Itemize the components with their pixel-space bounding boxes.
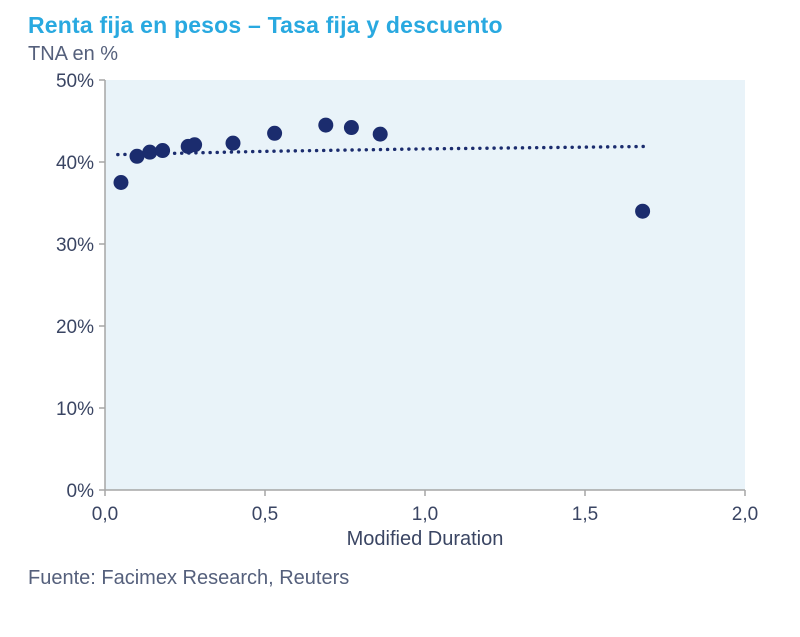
x-tick-label: 1,0 [412,504,438,525]
y-tick-label: 40% [56,153,94,174]
data-point [129,148,145,164]
chart-subtitle: TNA en % [28,43,119,65]
y-tick-label: 20% [56,317,94,338]
y-tick-label: 10% [56,399,94,420]
data-point [343,120,359,136]
data-point [142,144,158,160]
data-point [113,175,129,190]
x-tick-label: 2,0 [732,504,758,525]
data-point [635,203,651,219]
trend-dotted-line [116,144,651,157]
scatter-chart: 0% 10% 20% 30% 40% 50% 0,0 0,5 1,0 1,5 2,0 [56,71,758,525]
data-point [267,125,283,141]
x-tick-label: 0,5 [252,504,278,525]
source-note: Fuente: Facimex Research, Reuters [28,567,350,589]
data-point [155,143,171,159]
data-point [372,126,388,142]
x-tick-label: 0,0 [92,504,118,525]
data-point [225,135,241,151]
y-tick-label: 0% [67,481,95,502]
y-tick-label: 30% [56,235,94,256]
y-tick-label: 50% [56,71,94,92]
x-axis-title: Modified Duration [346,528,504,550]
data-point [318,117,334,133]
x-tick-label: 1,5 [572,504,598,525]
plot-area [105,80,745,490]
data-point [187,137,203,153]
chart-title: Renta fija en pesos – Tasa fija y descue… [28,12,503,38]
